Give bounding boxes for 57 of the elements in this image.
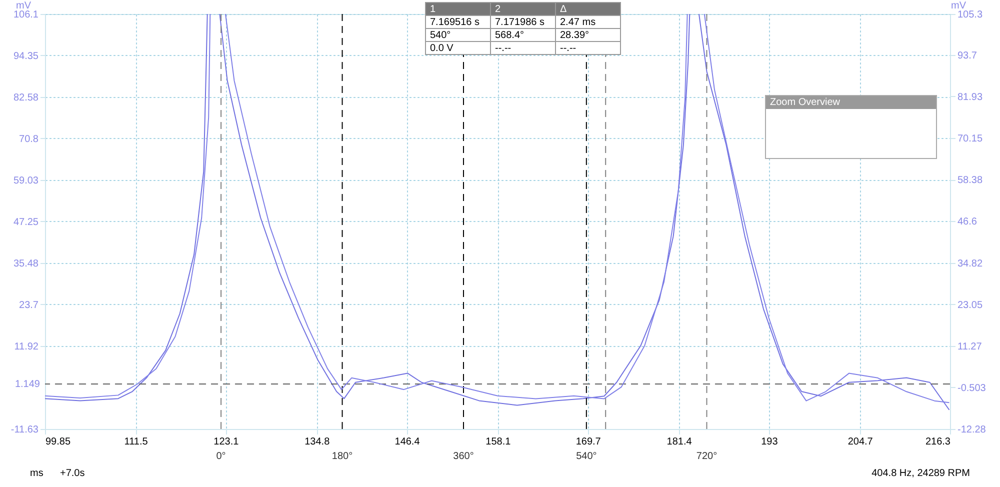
x-tick-label: 169.7 <box>576 436 602 448</box>
x-tick-label: 193 <box>761 436 778 448</box>
y2-tick-label: -0.503 <box>958 382 986 394</box>
annotation: --.-- <box>556 42 620 54</box>
x-tick-label: 111.5 <box>124 436 148 448</box>
annotation: 2.47 ms <box>556 16 620 28</box>
annotation: Δ <box>556 2 620 16</box>
annotation: --.-- <box>490 42 556 54</box>
text: +7.0s <box>60 468 85 479</box>
text: ms <box>30 468 44 479</box>
annotation: 0° <box>216 451 226 462</box>
y-tick-label: 47.25 <box>13 216 39 228</box>
x-tick-label: 123.1 <box>214 436 240 448</box>
x-tick-label: 134.8 <box>304 436 330 448</box>
x-tick-label: 99.85 <box>46 436 71 448</box>
y-tick-label: 11.92 <box>14 341 39 352</box>
annotation: 180° <box>332 451 353 462</box>
y2-tick-label: -12.28 <box>958 424 986 436</box>
y2-tick-label: 23.05 <box>958 300 983 311</box>
y2-tick-label: 105.3 <box>958 10 983 20</box>
y2-tick-label: 81.93 <box>958 92 983 103</box>
y-tick-label: 82.58 <box>13 92 39 104</box>
annotation: Zoom Overview <box>766 96 936 109</box>
y2-tick-label: 34.82 <box>958 258 983 270</box>
y2-tick-label: 70.15 <box>958 134 983 145</box>
x-tick-label: 181.4 <box>666 436 692 448</box>
y2-tick-label: 58.38 <box>958 175 983 186</box>
annotation: 540° <box>576 451 597 462</box>
zoom-overview-panel: Zoom Overview <box>765 95 937 159</box>
annotation: 7.171986 s <box>490 16 556 28</box>
ref-line-label: 1.149 <box>14 378 40 390</box>
annotation: 568.4° <box>490 28 556 42</box>
annotation: 360° <box>453 451 474 462</box>
y2-tick-label: 93.7 <box>958 50 978 62</box>
y-tick-label: -11.63 <box>10 424 39 436</box>
y-tick-label: 23.7 <box>19 300 39 311</box>
annotation: 1 <box>426 2 490 16</box>
annotation: 540° <box>426 28 490 42</box>
annotation: 2 <box>490 2 556 16</box>
x-tick-label: 146.4 <box>394 436 420 448</box>
y-tick-label: 35.48 <box>13 258 39 270</box>
y-tick-label: 106.1 <box>13 10 39 20</box>
annotation: 28.39° <box>556 28 620 42</box>
x-tick-label: 158.1 <box>486 436 512 448</box>
y2-tick-label: 11.27 <box>958 341 982 352</box>
x-tick-label: 216.3 <box>925 436 951 448</box>
y-tick-label: 59.03 <box>13 175 39 186</box>
annotation: 7.169516 s <box>426 16 490 28</box>
text: 404.8 Hz, 24289 RPM <box>872 468 970 479</box>
annotation: 720° <box>696 451 718 462</box>
y2-axis-title: mV <box>951 0 966 12</box>
y2-tick-label: 46.6 <box>958 216 978 228</box>
y-tick-label: 94.35 <box>13 50 39 62</box>
annotation: 0.0 V <box>426 42 490 54</box>
y-tick-label: 70.8 <box>19 134 39 145</box>
x-tick-label: 204.7 <box>848 436 874 448</box>
y-axis-title: mV <box>16 0 32 12</box>
